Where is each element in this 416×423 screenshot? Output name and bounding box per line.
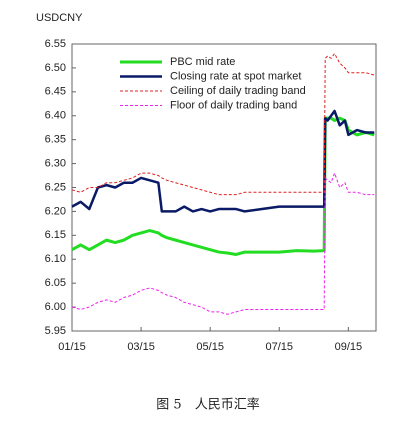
x-tick-label: 05/15: [196, 341, 224, 353]
x-tick-label: 01/15: [58, 341, 86, 353]
y-tick-label: 6.45: [45, 86, 66, 98]
legend-label: PBC mid rate: [170, 56, 235, 68]
legend-label: Floor of daily trading band: [170, 99, 297, 111]
x-tick-label: 03/15: [127, 341, 155, 353]
y-tick-label: 6.35: [45, 134, 66, 146]
x-tick-label: 07/15: [266, 341, 294, 353]
y-tick-label: 6.30: [45, 157, 66, 169]
x-tick-label: 09/15: [335, 341, 363, 353]
y-tick-label: 6.55: [45, 38, 66, 50]
legend-label: Closing rate at spot market: [170, 70, 301, 82]
y-tick-label: 6.25: [45, 181, 66, 193]
y-tick-label: 6.10: [45, 253, 66, 265]
y-tick-label: 5.95: [45, 325, 66, 337]
series-line: [71, 109, 375, 213]
y-axis-label: USDCNY: [36, 12, 83, 24]
legend-label: Ceiling of daily trading band: [170, 85, 306, 97]
series-line: [71, 53, 375, 196]
y-tick-label: 6.05: [45, 277, 66, 289]
series-line: [71, 116, 375, 256]
y-tick-label: 6.20: [45, 205, 66, 217]
y-tick-label: 6.00: [45, 301, 66, 313]
y-tick-label: 6.15: [45, 229, 66, 241]
caption: 图 5 人民币汇率: [156, 397, 259, 413]
y-tick-label: 6.50: [45, 62, 66, 74]
series-line: [71, 172, 375, 315]
y-tick-label: 6.40: [45, 110, 66, 122]
